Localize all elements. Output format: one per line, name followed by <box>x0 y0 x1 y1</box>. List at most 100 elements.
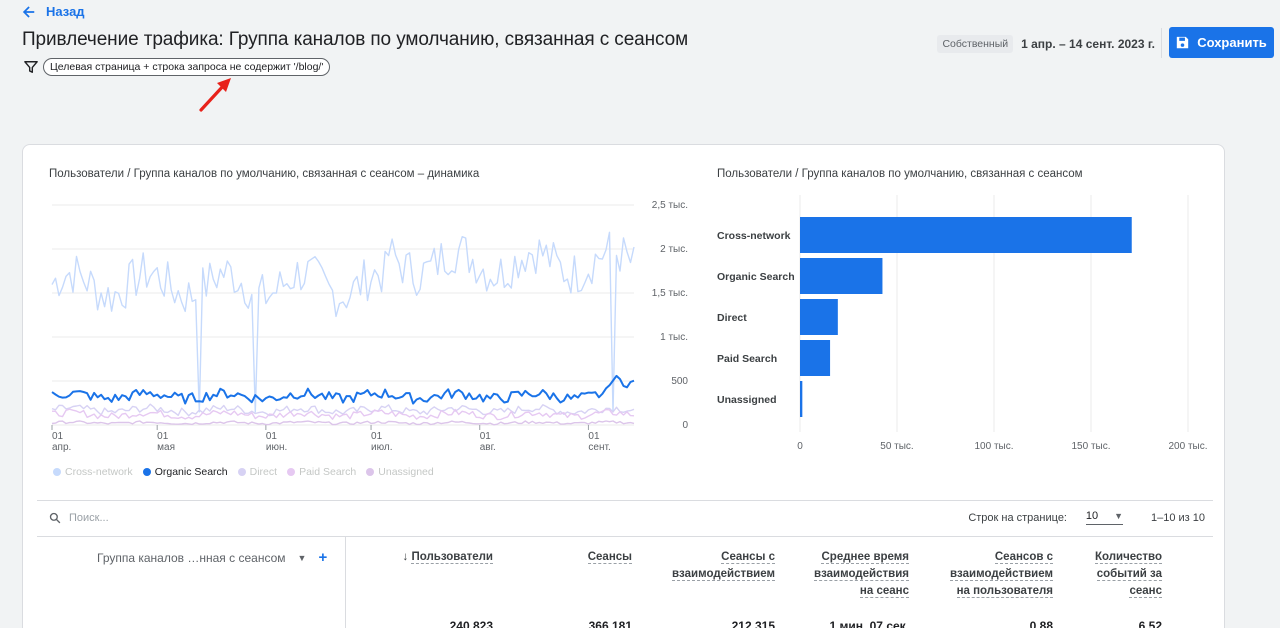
x-tick-day: 01 <box>588 431 600 442</box>
x-tick-label: 200 тыс. <box>1168 441 1207 452</box>
arrow-left-icon <box>22 5 35 18</box>
x-tick-month: сент. <box>588 442 610 453</box>
search-placeholder: Поиск... <box>69 512 109 524</box>
x-tick-month: мая <box>157 442 175 453</box>
line-chart: 2,5 тыс.2 тыс.1,5 тыс.1 тыс.500001апр.01… <box>51 200 688 453</box>
add-dimension-icon[interactable]: + <box>318 549 328 566</box>
x-tick-day: 01 <box>371 431 383 442</box>
table-header: Группа каналов …нная с сеансом ▼ + ↓ Пол… <box>37 536 1213 628</box>
metric-header-label: Среднее время <box>821 551 909 564</box>
metric-header-label: взаимодействием <box>671 568 775 581</box>
back-label: Назад <box>46 4 85 19</box>
y-tick-label: 2 тыс. <box>660 244 688 255</box>
x-tick-month: авг. <box>480 442 496 453</box>
bar-paid-search[interactable] <box>800 340 831 376</box>
x-tick-day: 01 <box>52 431 64 442</box>
legend-label: Paid Search <box>299 466 357 478</box>
metric-header[interactable]: Сеансы с взаимодействием <box>671 549 775 583</box>
metric-header-label: на пользователя <box>956 585 1053 598</box>
legend-item-cross-network[interactable]: Cross-network <box>53 466 133 478</box>
metric-header[interactable]: Сеансов с взаимодействием на пользователя <box>949 549 1053 600</box>
header-divider <box>1161 28 1162 58</box>
metric-header[interactable]: Количество событий за сеанс <box>1094 549 1162 600</box>
column-divider <box>345 537 346 628</box>
rows-per-page-label: Строк на странице: <box>968 512 1067 524</box>
metric-header-label: взаимодействием <box>949 568 1053 581</box>
metric-total: 212 315 <box>731 619 775 628</box>
bar-chart: 0 50 тыс. 100 тыс. 150 тыс. 200 тыс. Cross-ne… <box>717 195 1208 452</box>
metric-header-label: Сеансы <box>587 551 632 564</box>
bar-organic-search[interactable] <box>800 258 883 294</box>
metric-total: 240 823 <box>449 619 493 628</box>
metric-header-label: Сеансы с <box>721 551 775 564</box>
category-label: Unassigned <box>717 394 777 406</box>
legend-label: Cross-network <box>65 466 133 478</box>
legend-label: Unassigned <box>378 466 434 478</box>
x-tick-label: 50 тыс. <box>880 441 913 452</box>
legend-dot <box>287 468 296 476</box>
legend-item-organic-search[interactable]: Organic Search <box>142 466 228 478</box>
save-icon <box>1177 36 1189 49</box>
bar-direct[interactable] <box>800 299 838 335</box>
metric-header[interactable]: ↓ Пользователи <box>402 549 493 566</box>
save-label: Сохранить <box>1197 35 1267 50</box>
y-tick-label: 1,5 тыс. <box>652 288 688 299</box>
metric-header-label: Пользователи <box>411 551 493 564</box>
y-tick-label: 0 <box>682 420 688 431</box>
series-line-organic-search[interactable] <box>51 374 635 405</box>
line-chart-title: Пользователи / Группа каналов по умолчан… <box>49 168 480 180</box>
metric-header-label: сеанс <box>1129 585 1162 598</box>
legend-item-unassigned[interactable]: Unassigned <box>366 466 434 478</box>
x-tick-label: 100 тыс. <box>974 441 1013 452</box>
metric-header-label: Сеансов с <box>994 551 1053 564</box>
legend-item-paid-search[interactable]: Paid Search <box>287 466 356 478</box>
legend-dot <box>366 468 375 476</box>
legend-item-direct[interactable]: Direct <box>237 466 278 478</box>
line-chart-legend: Cross-network Organic Search Direct Paid Se… <box>53 466 434 478</box>
metric-header[interactable]: Среднее время взаимодействия на сеанс <box>814 549 909 600</box>
filter-row: Целевая страница + строка запроса не сод… <box>24 58 331 76</box>
y-tick-label: 1 тыс. <box>660 332 688 343</box>
x-tick-day: 01 <box>157 431 169 442</box>
bar-cross-network[interactable] <box>800 217 1132 253</box>
pagination-label: 1–10 из 10 <box>1150 512 1205 524</box>
rows-per-page-select[interactable]: 10 ▼ <box>1085 510 1123 525</box>
x-tick-label: 0 <box>797 441 803 452</box>
x-tick-day: 01 <box>266 431 278 442</box>
date-range-label: 1 апр. – 14 сент. 2023 г. <box>1021 37 1155 51</box>
legend-dot <box>142 468 151 476</box>
page-title: Привлечение трафика: Группа каналов по у… <box>22 29 689 50</box>
y-tick-label: 500 <box>671 376 688 387</box>
save-button[interactable]: Сохранить <box>1169 27 1274 58</box>
dropdown-caret-icon: ▼ <box>1114 511 1123 521</box>
filter-icon <box>24 61 38 73</box>
table-toolbar: Поиск... Строк на странице: 10 ▼ 1–10 из… <box>37 500 1213 536</box>
dimension-dropdown-icon[interactable]: ▼ <box>297 552 307 563</box>
legend-label: Direct <box>249 466 278 478</box>
dimension-header-label: Группа каналов …нная с сеансом <box>97 550 286 565</box>
metric-header[interactable]: Сеансы <box>587 549 632 566</box>
y-tick-label: 2,5 тыс. <box>652 200 688 211</box>
bar-chart-title: Пользователи / Группа каналов по умолчан… <box>717 168 1083 180</box>
category-label: Paid Search <box>717 353 777 365</box>
x-tick-month: июн. <box>266 442 287 453</box>
category-label: Organic Search <box>717 271 795 283</box>
metric-total: 6,52 <box>1138 619 1162 628</box>
category-label: Cross-network <box>717 230 791 242</box>
table-search[interactable]: Поиск... <box>49 512 109 524</box>
metric-total: 366 181 <box>588 619 632 628</box>
filter-chip[interactable]: Целевая страница + строка запроса не сод… <box>43 58 331 76</box>
series-line-cross-network[interactable] <box>51 231 635 413</box>
series-line-paid-search[interactable] <box>51 408 635 421</box>
legend-dot <box>237 468 246 476</box>
back-link[interactable]: Назад <box>22 4 85 19</box>
category-label: Direct <box>717 312 747 324</box>
x-tick-label: 150 тыс. <box>1071 441 1110 452</box>
dimension-header[interactable]: Группа каналов …нная с сеансом ▼ + <box>97 549 327 566</box>
series-line-unassigned[interactable] <box>51 420 635 426</box>
sort-arrow-icon[interactable]: ↓ <box>402 551 412 563</box>
rows-per-page-value: 10 <box>1085 510 1099 522</box>
legend-dot <box>53 468 61 476</box>
bar-unassigned[interactable] <box>800 381 803 417</box>
date-range-picker[interactable]: Собственный 1 апр. – 14 сент. 2023 г. <box>937 35 1155 53</box>
